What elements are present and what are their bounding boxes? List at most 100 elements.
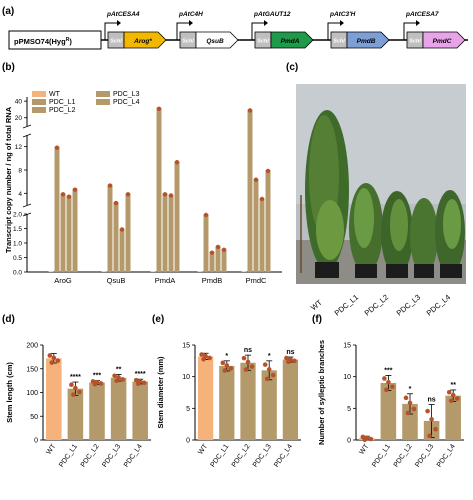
data-point: [61, 192, 65, 196]
data-point: [271, 373, 276, 378]
bar: [163, 193, 168, 272]
y-tick-label: 8: [18, 168, 22, 175]
data-point: [175, 160, 179, 164]
data-point: [286, 360, 291, 365]
bar: [49, 271, 54, 272]
y-axis-label: Stem diameter (mm): [156, 356, 165, 429]
data-point: [207, 356, 212, 361]
data-point: [223, 368, 228, 373]
promoter-arrowhead: [189, 20, 193, 26]
data-point: [136, 381, 141, 386]
bar-chart-f: (f)Number of sylleptic branches 051015WT*…: [312, 314, 464, 469]
y-tick-label: 0: [34, 438, 38, 445]
promoter-label: pAtC4H: [178, 11, 203, 18]
data-point: [246, 360, 251, 365]
y-tick-label: 2.0: [13, 212, 22, 219]
data-point: [229, 366, 234, 371]
data-point: [390, 385, 395, 390]
data-point: [408, 401, 413, 406]
data-point: [260, 197, 264, 201]
x-tick-label: PDC_L1: [371, 443, 392, 469]
bar: [55, 147, 60, 272]
gene-label: QsuB: [206, 38, 224, 45]
data-point: [52, 356, 57, 361]
x-tick-label: PDC_L4: [436, 443, 457, 469]
y-tick-label: 0: [186, 438, 190, 445]
signal-tag-label: Schl: [182, 39, 194, 45]
bar: [198, 356, 213, 440]
y-tick-label: 15: [182, 343, 190, 350]
data-point: [244, 367, 249, 372]
y-tick-label: 40: [15, 99, 23, 106]
panel-label: (e): [152, 314, 164, 325]
data-point: [429, 417, 434, 422]
plant-photo: [296, 84, 466, 284]
legend-label: PDC_L3: [113, 91, 140, 98]
y-tick-label: 0.5: [13, 255, 22, 262]
data-point: [48, 353, 53, 358]
bar: [445, 396, 461, 440]
data-point: [382, 376, 387, 381]
y-tick-label: 0.0: [13, 270, 22, 277]
data-point: [210, 251, 214, 255]
data-point: [221, 361, 226, 366]
gene-tick-label: PmdC: [246, 276, 267, 285]
gene-tick-label: PmdA: [155, 276, 175, 285]
panel-a-label: (a): [2, 6, 14, 17]
gene-label: PmdC: [433, 38, 452, 45]
data-point: [126, 192, 130, 196]
plant-label: PDC_L2: [363, 293, 391, 318]
transcript-chart: 204048120.00.51.01.52.0WTPDC_L1PDC_L2PDC…: [13, 91, 282, 285]
x-tick-label: PDC_L3: [252, 443, 273, 469]
bar: [240, 363, 255, 440]
bar: [198, 271, 203, 272]
bar: [46, 358, 62, 440]
significance-label: ****: [135, 371, 146, 378]
x-tick-label: WT: [197, 443, 209, 457]
bar: [169, 195, 174, 273]
data-point: [266, 169, 270, 173]
data-point: [451, 393, 456, 398]
plant-label: PDC_L4: [425, 293, 453, 318]
data-point: [157, 107, 161, 111]
data-point: [404, 396, 409, 401]
data-point: [67, 194, 71, 198]
data-point: [114, 378, 119, 383]
bar: [204, 214, 209, 272]
signal-tag-label: Schl: [257, 39, 269, 45]
x-tick-label: PDC_L4: [273, 443, 294, 469]
promoter-arrowhead: [416, 20, 420, 26]
data-point: [425, 409, 430, 414]
promoter-arrowhead: [264, 20, 268, 26]
promoter-label: pAtCESA4: [106, 11, 140, 18]
y-axis-label: Stem length (cm): [5, 362, 14, 423]
panel-label: (d): [2, 314, 15, 325]
y-tick-label: 150: [26, 366, 38, 373]
bar: [175, 161, 180, 272]
bar: [126, 193, 131, 272]
bar: [242, 271, 247, 272]
y-tick-label: 200: [26, 343, 38, 350]
data-point: [412, 407, 417, 412]
data-point: [216, 245, 220, 249]
promoter-arrowhead: [117, 20, 121, 26]
significance-label: **: [116, 366, 122, 373]
significance-label: ns: [286, 349, 294, 356]
legend-swatch: [32, 107, 46, 113]
y-tick-label: 100: [26, 390, 38, 397]
bar-chart-e: (e)Stem diameter (mm)051015WT*PDC_L1nsPD…: [152, 314, 301, 469]
data-point: [163, 192, 167, 196]
bar: [61, 193, 66, 272]
x-tick-label: PDC_L1: [58, 443, 79, 469]
significance-label: *: [409, 386, 412, 393]
data-point: [112, 373, 117, 378]
bar: [114, 202, 119, 272]
data-point: [427, 434, 432, 439]
significance-label: *: [225, 353, 228, 360]
data-point: [50, 360, 55, 365]
promoter-label: pAtCESA7: [405, 11, 439, 18]
data-point: [292, 359, 297, 364]
panel-c-label: (c): [286, 62, 298, 73]
x-tick-label: PDC_L1: [210, 443, 231, 469]
signal-tag-label: Schl: [333, 39, 345, 45]
